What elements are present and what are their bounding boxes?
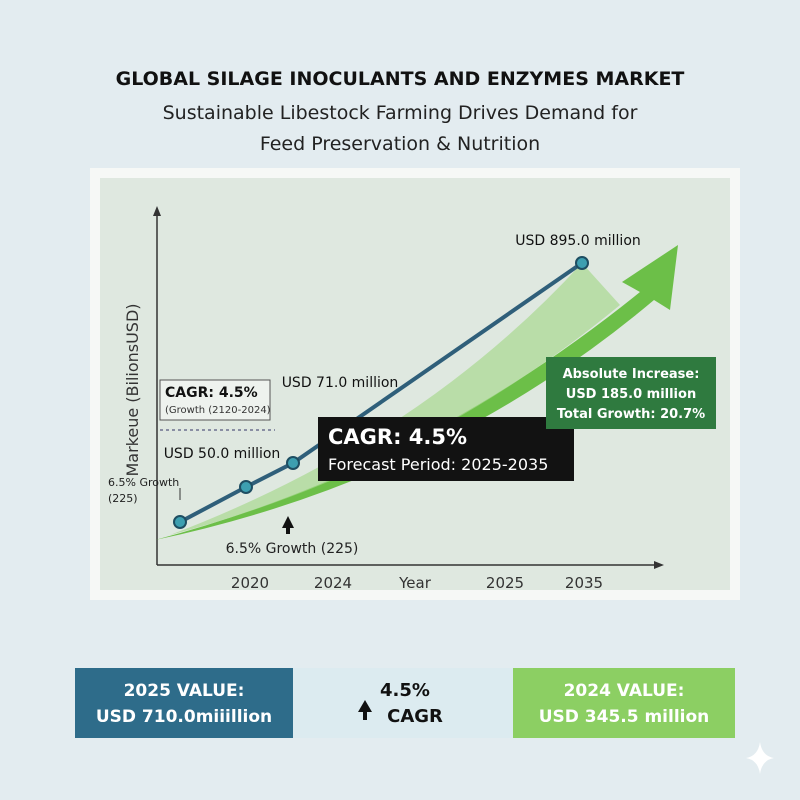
point [173,515,187,529]
annotation: USD 895.0 million [515,233,641,249]
increase-box [546,357,716,429]
cagr-note-box [159,379,271,421]
x-label: 2024 [314,574,352,592]
point [575,256,589,270]
arrow [153,206,161,216]
footer-text: CAGR [387,706,443,727]
title: GLOBAL SILAGE INOCULANTS AND ENZYMES MAR… [115,68,685,90]
y-axis-label: Markeue (BilionsUSD) [123,303,142,476]
annotation: 6.5% Growth [108,476,179,489]
annotation: USD 50.0 million [164,446,281,462]
increase-text: Absolute Increase: [563,367,700,382]
footer-middle [293,668,513,738]
cagr-box [318,417,574,481]
footer-text: 2025 VALUE: [124,681,245,701]
sparkle-icon [746,742,774,774]
footer-text: USD 345.5 million [539,707,710,727]
annotation: (Growth (2120-2024) [165,405,271,416]
footer-text: USD 710.0miiillion [96,707,272,727]
annotation: CAGR: 4.5% [165,385,258,401]
subtitle: Sustainable Libestock Farming Drives Dem… [162,102,638,124]
point [286,456,300,470]
arrow [654,561,664,569]
arrow-icon [358,700,372,720]
footer-text: 2024 VALUE: [564,681,685,701]
cagr-box-text: Forecast Period: 2025-2035 [328,455,548,474]
increase-text: Total Growth: 20.7% [557,407,705,422]
footer-right [513,668,735,738]
arrow-icon [282,516,294,534]
annotation: (225) [108,492,138,505]
growth-band [170,263,620,535]
increase-text: USD 185.0 million [566,387,696,402]
x-label: 2020 [231,574,269,592]
cagr-box-title: CAGR: 4.5% [328,425,467,449]
footer-left [75,668,293,738]
footer-text: 4.5% [380,680,430,701]
x-label: 2035 [565,574,603,592]
x-label: Year [398,574,432,592]
x-label: 2025 [486,574,524,592]
point [239,480,253,494]
subtitle: Feed Preservation & Nutrition [259,133,541,155]
annotation: USD 71.0 million [282,375,399,391]
annotation: 6.5% Growth (225) [226,541,359,557]
trend-line [179,261,584,524]
